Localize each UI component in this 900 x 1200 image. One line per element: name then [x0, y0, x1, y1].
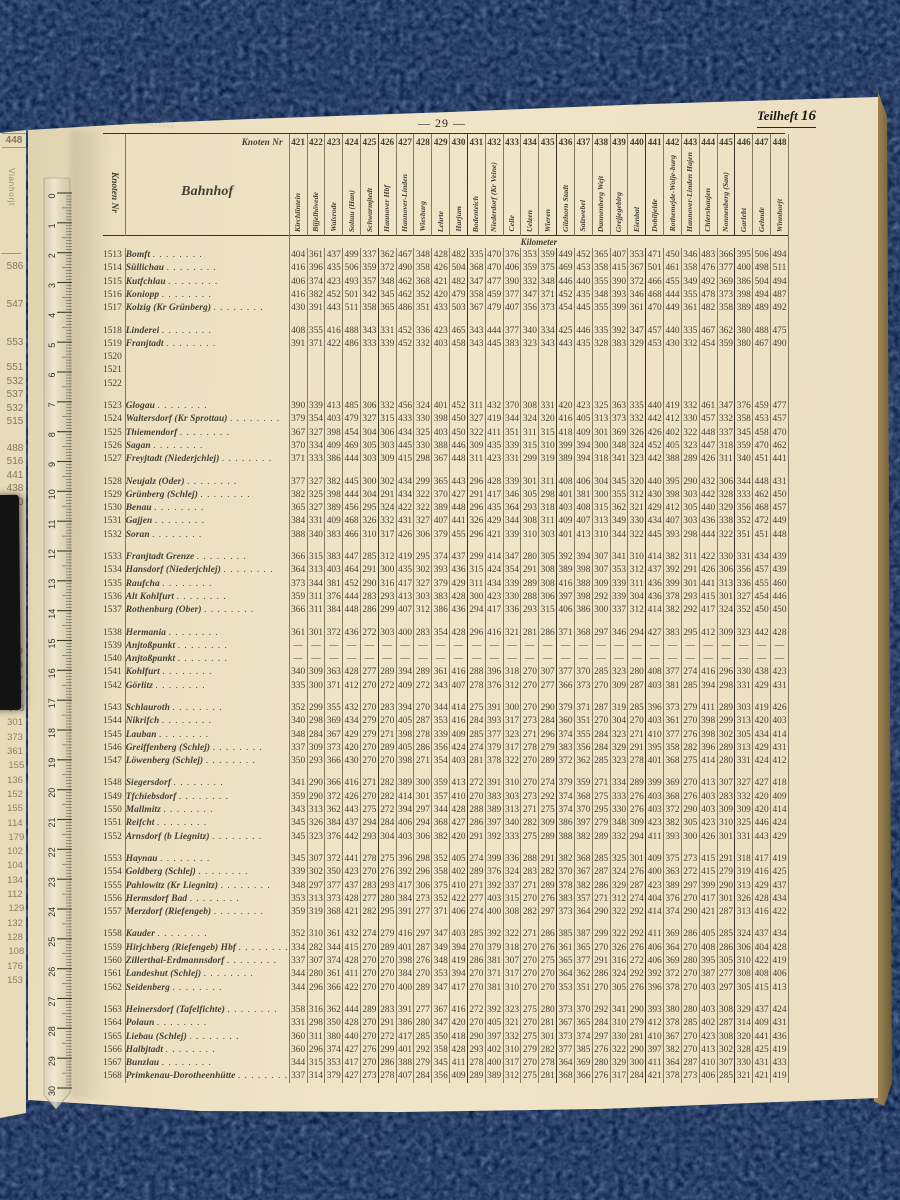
svg-text:19: 19 [47, 758, 57, 768]
svg-text:20: 20 [47, 788, 57, 798]
svg-text:1: 1 [47, 223, 57, 228]
svg-text:21: 21 [47, 817, 57, 827]
svg-text:28: 28 [47, 1026, 57, 1036]
svg-text:22: 22 [47, 847, 57, 857]
svg-text:7: 7 [47, 402, 57, 407]
svg-text:25: 25 [47, 937, 57, 947]
svg-text:0: 0 [47, 193, 57, 198]
svg-text:23: 23 [47, 877, 57, 887]
svg-text:13: 13 [47, 579, 57, 589]
svg-text:30: 30 [47, 1086, 57, 1096]
svg-text:12: 12 [47, 549, 57, 559]
svg-text:18: 18 [47, 728, 57, 738]
svg-text:24: 24 [47, 907, 57, 917]
svg-text:26: 26 [47, 967, 57, 977]
svg-text:8: 8 [47, 432, 57, 437]
svg-text:3: 3 [47, 283, 57, 288]
svg-text:9: 9 [47, 462, 57, 467]
svg-text:5: 5 [47, 343, 57, 348]
svg-text:16: 16 [47, 668, 57, 678]
svg-text:15: 15 [47, 638, 57, 648]
svg-text:10: 10 [47, 489, 57, 499]
svg-text:27: 27 [47, 996, 57, 1006]
svg-text:2: 2 [47, 253, 57, 258]
svg-text:4: 4 [47, 313, 57, 318]
svg-text:14: 14 [47, 609, 57, 619]
svg-text:11: 11 [47, 520, 57, 529]
svg-text:17: 17 [47, 698, 57, 708]
svg-text:6: 6 [47, 372, 57, 377]
svg-text:29: 29 [47, 1056, 57, 1066]
